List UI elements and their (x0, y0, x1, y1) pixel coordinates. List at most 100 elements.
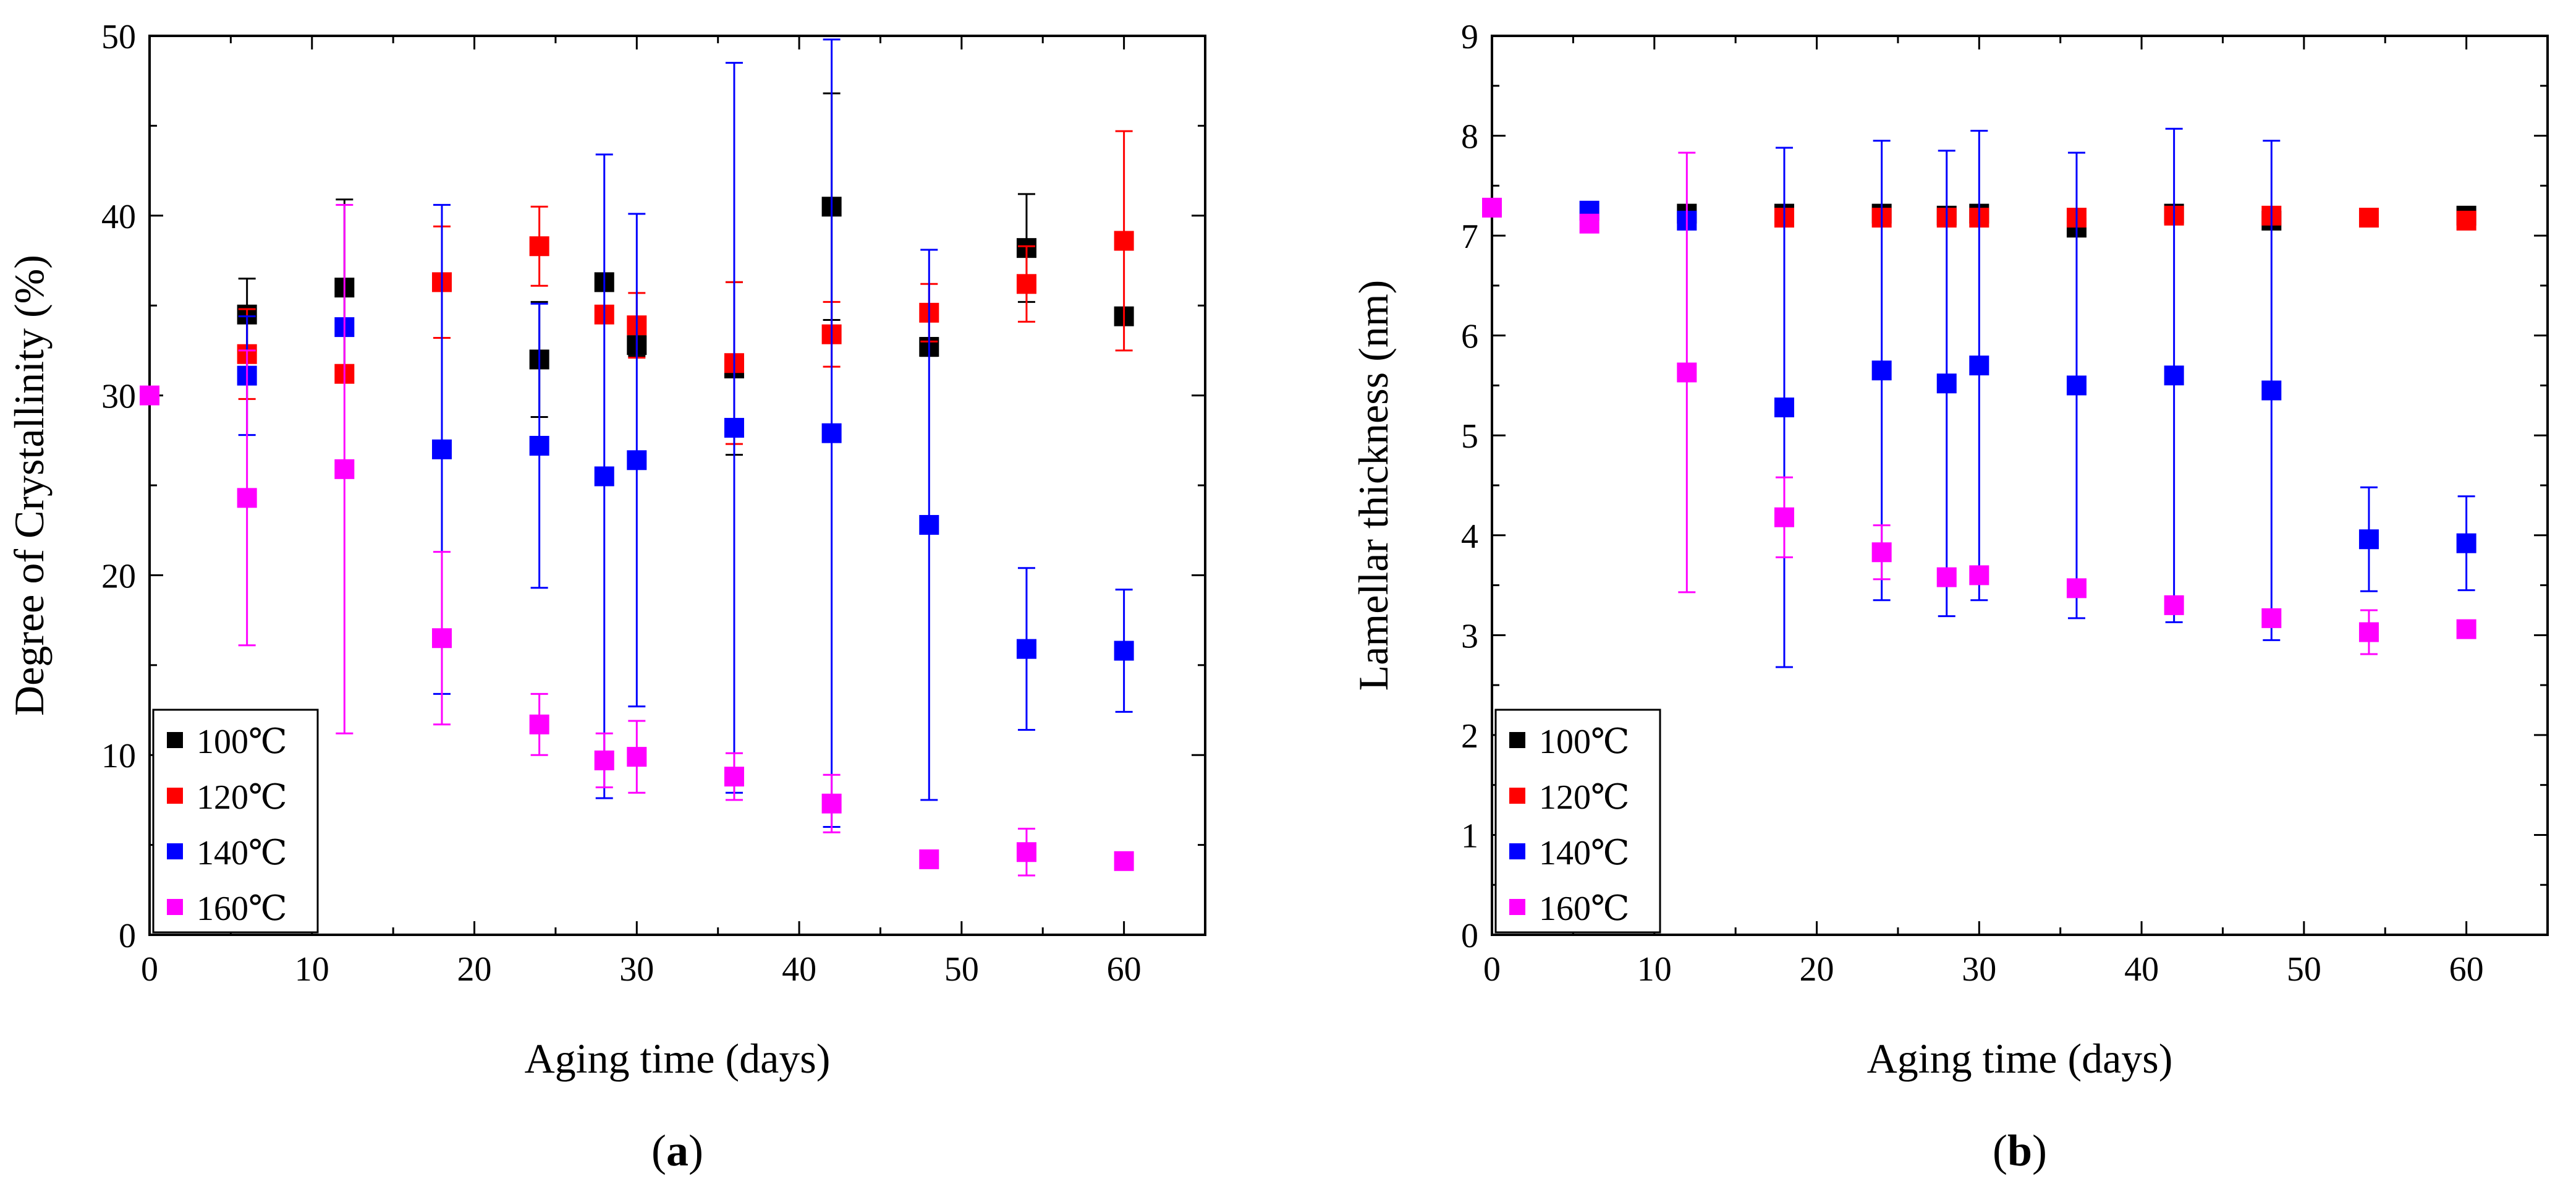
data-point (2456, 533, 2476, 553)
data-point (919, 849, 939, 869)
data-point (2066, 578, 2087, 598)
data-point (919, 514, 939, 535)
y-axis-title: Lamellar thickness (nm) (1350, 280, 1397, 691)
data-point (1114, 231, 1134, 251)
series-140℃ (237, 38, 1134, 828)
legend: 100℃ 120℃ 140℃ 160℃ (1494, 709, 1661, 934)
x-tick-label: 50 (2287, 950, 2321, 989)
y-axis-title: Degree of Crystallinity (%) (6, 255, 53, 716)
x-tick-label: 20 (457, 950, 492, 989)
data-point (1579, 213, 1599, 234)
data-point (1482, 197, 1502, 218)
y-tick-label: 5 (1461, 417, 1478, 456)
legend: 100℃ 120℃ 140℃ 160℃ (152, 709, 319, 934)
x-tick-label: 0 (141, 950, 158, 989)
panel-label: (b) (1993, 1126, 2047, 1175)
x-tick-label: 60 (2449, 950, 2484, 989)
data-point (2358, 529, 2379, 550)
series-140℃ (1579, 127, 2476, 668)
data-point (1969, 355, 1989, 376)
x-axis-title: Aging time (days) (525, 1035, 831, 1082)
data-point (2066, 375, 2087, 396)
legend-label: 100℃ (197, 723, 287, 761)
data-point (2358, 622, 2379, 642)
x-tick-label: 40 (2124, 950, 2159, 989)
y-tick-label: 10 (101, 737, 136, 775)
legend-marker (1509, 732, 1525, 748)
y-tick-label: 3 (1461, 617, 1478, 655)
series-160℃ (140, 203, 1134, 877)
data-point (2456, 619, 2476, 639)
data-point (1016, 274, 1036, 294)
legend-marker (167, 732, 183, 748)
y-tick-label: 50 (101, 18, 136, 56)
y-tick-label: 20 (101, 557, 136, 595)
data-point (431, 628, 452, 649)
x-tick-label: 10 (295, 950, 329, 989)
data-point (627, 450, 647, 470)
legend-marker (1509, 788, 1525, 804)
x-tick-label: 50 (944, 950, 979, 989)
legend-marker (167, 843, 183, 859)
x-tick-label: 0 (1483, 950, 1501, 989)
panel-label-letter: a (666, 1126, 688, 1175)
panel-label-open: ( (1993, 1126, 2007, 1175)
data-point (821, 793, 842, 814)
panel-label-open: ( (651, 1126, 666, 1175)
y-tick-label: 0 (119, 917, 136, 955)
y-tick-label: 6 (1461, 318, 1478, 356)
data-point (1114, 641, 1134, 661)
data-point (1774, 397, 1794, 417)
y-tick-label: 40 (101, 198, 136, 236)
data-point (2164, 595, 2184, 615)
data-point (2261, 608, 2282, 628)
legend-label: 140℃ (1539, 834, 1630, 872)
y-tick-label: 9 (1461, 18, 1478, 56)
legend-label: 140℃ (197, 834, 287, 872)
series-160℃ (1482, 151, 2476, 655)
panel-label-letter: b (2007, 1126, 2032, 1175)
x-tick-label: 30 (1962, 950, 1996, 989)
legend-label: 160℃ (1539, 890, 1630, 928)
data-point (237, 488, 257, 508)
y-tick-label: 8 (1461, 118, 1478, 156)
series-120℃ (1774, 205, 2476, 231)
data-point (1936, 373, 1957, 394)
x-tick-label: 30 (619, 950, 654, 989)
y-tick-label: 0 (1461, 917, 1478, 955)
legend-label: 120℃ (197, 778, 287, 817)
data-point (140, 385, 159, 406)
chart-panel-a: 0 10 20 30 40 50 60 0 10 20 30 40 50 Aging time (days… (6, 18, 1206, 1175)
x-tick-label: 10 (1637, 950, 1672, 989)
panel-label-close: ) (688, 1126, 703, 1175)
data-point (627, 747, 647, 767)
y-tick-label: 1 (1461, 817, 1478, 855)
legend-marker (1509, 899, 1525, 915)
data-point (2358, 208, 2379, 228)
data-point (1871, 360, 1892, 381)
data-point (1871, 542, 1892, 563)
series-120℃ (237, 130, 1134, 445)
data-point (1016, 639, 1036, 659)
data-point (2164, 365, 2184, 386)
data-point (821, 423, 842, 443)
data-point (1936, 567, 1957, 587)
data-point (594, 466, 614, 487)
data-point (1774, 507, 1794, 527)
x-tick-label: 40 (782, 950, 816, 989)
legend-marker (1509, 843, 1525, 859)
data-point (431, 439, 452, 459)
data-point (529, 436, 549, 456)
data-point (529, 236, 549, 257)
legend-marker (167, 899, 183, 915)
data-point (529, 714, 549, 734)
data-point (1677, 362, 1697, 383)
data-point (1114, 851, 1134, 871)
panel-label-close: ) (2032, 1126, 2047, 1175)
legend-label: 160℃ (197, 890, 287, 928)
data-point (334, 459, 355, 479)
y-tick-label: 30 (101, 378, 136, 416)
data-point (2261, 380, 2282, 401)
data-point (1016, 842, 1036, 862)
data-point (1969, 565, 1989, 585)
